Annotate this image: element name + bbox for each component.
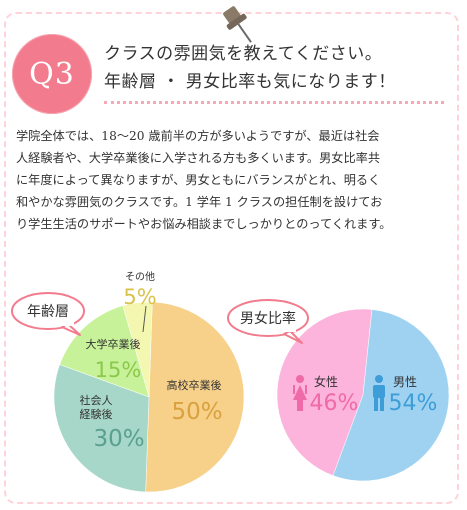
slice-other [122, 301, 153, 398]
question-line-2: 年齢層 ・ 男女比率も気になります！ [104, 72, 396, 92]
age-title-bubble: 年齢層 [11, 292, 85, 336]
age-chart-title: 年齢層 [27, 304, 69, 320]
dotted-divider [104, 101, 444, 104]
slice-adult [53, 364, 150, 493]
answer-text: 学院全体では、18〜20 歳前半の方が多いようですが、最近は社会 人経験者や、大… [16, 125, 454, 235]
pct-adult: 30% [93, 426, 144, 452]
label-university: 大学卒業後 [86, 337, 141, 351]
label-male: 男性 [393, 375, 417, 389]
pct-other: 5% [123, 285, 156, 309]
pie-chart-age [53, 301, 245, 493]
female-icon [293, 375, 307, 411]
pushpin-icon [223, 6, 252, 43]
label-other: その他 [125, 270, 155, 283]
slice-university [59, 305, 150, 398]
male-icon [373, 375, 385, 411]
question-badge: Q3 [12, 34, 92, 114]
pct-university: 15% [95, 358, 142, 382]
label-highschool: 高校卒業後 [167, 378, 222, 392]
answer-line: に年度によって異なりますが、男女ともにバランスがとれ、明るく [16, 173, 381, 187]
slice-female [276, 308, 373, 476]
pct-male: 54% [389, 391, 438, 416]
gender-chart-title: 男女比率 [240, 310, 296, 327]
pie-chart-gender [276, 308, 450, 482]
answer-line: 学院全体では、18〜20 歳前半の方が多いようですが、最近は社会 [16, 129, 380, 143]
other-pointer-line [142, 305, 147, 333]
pct-female: 46% [310, 391, 359, 416]
answer-line: り学生生活のサポートやお悩み相談までしっかりとのってくれます。 [16, 217, 392, 231]
slice-male [332, 309, 450, 482]
label-adult-2: 経験後 [80, 407, 113, 421]
slice-highschool [145, 301, 245, 493]
pct-highschool: 50% [171, 399, 222, 425]
label-female: 女性 [314, 374, 338, 389]
question-title: クラスの雰囲気を教えてください。 年齢層 ・ 男女比率も気になります！ [104, 40, 454, 96]
label-adult-1: 社会人 [80, 393, 113, 407]
question-line-1: クラスの雰囲気を教えてください。 [104, 44, 383, 64]
gender-title-bubble: 男女比率 [227, 299, 309, 344]
answer-line: 和やかな雰囲気のクラスです。1 学年 1 クラスの担任制を設けてお [16, 195, 383, 209]
answer-line: 人経験者や、大学卒業後に入学される方も多くいます。男女比率共 [16, 151, 381, 165]
